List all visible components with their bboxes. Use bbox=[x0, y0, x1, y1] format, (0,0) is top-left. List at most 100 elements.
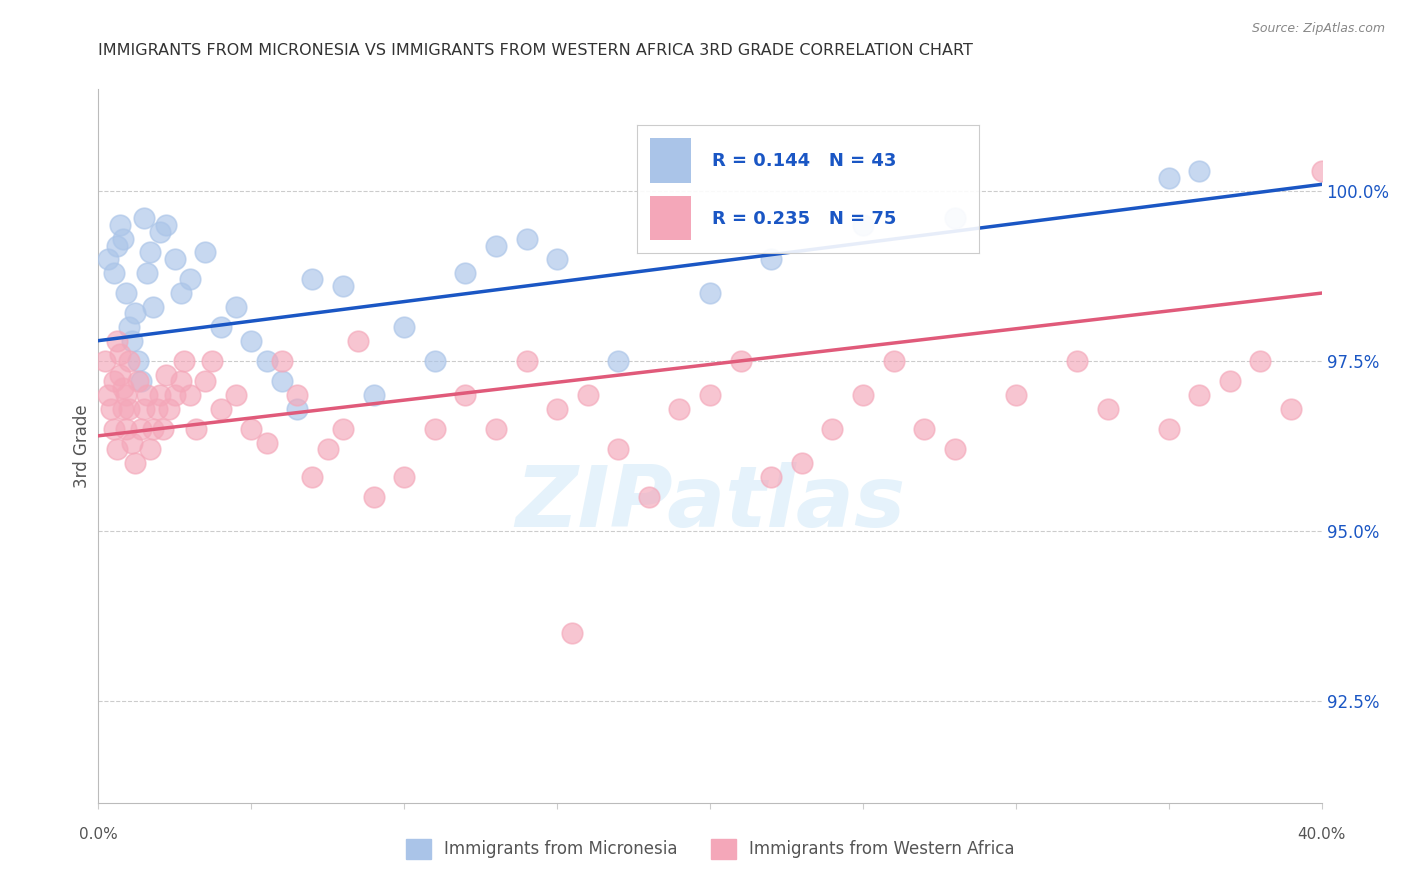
Point bbox=[1157, 170, 1180, 185]
Point bbox=[699, 388, 721, 402]
Point bbox=[668, 401, 690, 416]
Point bbox=[105, 442, 128, 457]
Point bbox=[124, 456, 146, 470]
Point bbox=[256, 435, 278, 450]
Point bbox=[129, 422, 152, 436]
Point bbox=[561, 626, 583, 640]
Point bbox=[301, 272, 323, 286]
Point bbox=[173, 354, 195, 368]
Point bbox=[546, 252, 568, 266]
Point bbox=[118, 354, 141, 368]
Point bbox=[155, 218, 177, 232]
Point bbox=[883, 354, 905, 368]
Text: Source: ZipAtlas.com: Source: ZipAtlas.com bbox=[1251, 22, 1385, 36]
Point bbox=[111, 401, 134, 416]
Point bbox=[316, 442, 339, 457]
Point bbox=[108, 347, 131, 361]
Point bbox=[1188, 388, 1211, 402]
Point bbox=[607, 354, 630, 368]
Point bbox=[240, 334, 263, 348]
Point bbox=[149, 388, 172, 402]
Point bbox=[139, 442, 162, 457]
Point bbox=[1310, 163, 1333, 178]
Text: 0.0%: 0.0% bbox=[79, 827, 118, 841]
Point bbox=[136, 266, 159, 280]
Point bbox=[170, 286, 193, 301]
Point bbox=[157, 401, 180, 416]
Text: ZIPatlas: ZIPatlas bbox=[515, 461, 905, 545]
Point bbox=[821, 422, 844, 436]
Point bbox=[121, 435, 143, 450]
Point bbox=[134, 401, 156, 416]
Point bbox=[115, 422, 138, 436]
Point bbox=[139, 245, 162, 260]
Point bbox=[576, 388, 599, 402]
Point bbox=[1279, 401, 1302, 416]
Point bbox=[301, 469, 323, 483]
Legend: Immigrants from Micronesia, Immigrants from Western Africa: Immigrants from Micronesia, Immigrants f… bbox=[399, 832, 1021, 866]
Point bbox=[209, 320, 232, 334]
Point bbox=[127, 354, 149, 368]
Point bbox=[516, 354, 538, 368]
Point bbox=[454, 266, 477, 280]
Point bbox=[152, 422, 174, 436]
Point bbox=[638, 490, 661, 504]
Point bbox=[270, 354, 294, 368]
Point bbox=[1097, 401, 1119, 416]
Point bbox=[761, 469, 783, 483]
Point bbox=[730, 354, 752, 368]
Point bbox=[145, 401, 167, 416]
Point bbox=[103, 266, 125, 280]
Point bbox=[1188, 163, 1211, 178]
Point bbox=[225, 388, 247, 402]
Point bbox=[115, 286, 138, 301]
Point bbox=[1157, 422, 1180, 436]
Point bbox=[761, 252, 783, 266]
Point bbox=[155, 368, 177, 382]
Point bbox=[124, 306, 146, 320]
Point bbox=[943, 211, 966, 226]
Point bbox=[142, 300, 165, 314]
Point bbox=[1004, 388, 1026, 402]
Point bbox=[194, 375, 217, 389]
Point bbox=[134, 211, 156, 226]
Point bbox=[912, 422, 935, 436]
Point bbox=[111, 232, 134, 246]
Point bbox=[118, 401, 141, 416]
Point bbox=[186, 422, 208, 436]
Point bbox=[363, 388, 385, 402]
Point bbox=[97, 388, 120, 402]
Point bbox=[100, 401, 122, 416]
Point bbox=[852, 218, 875, 232]
Point bbox=[285, 401, 308, 416]
Point bbox=[163, 388, 186, 402]
Text: IMMIGRANTS FROM MICRONESIA VS IMMIGRANTS FROM WESTERN AFRICA 3RD GRADE CORRELATI: IMMIGRANTS FROM MICRONESIA VS IMMIGRANTS… bbox=[98, 43, 973, 58]
Point bbox=[103, 375, 125, 389]
Point bbox=[392, 469, 416, 483]
Point bbox=[1250, 354, 1272, 368]
Point bbox=[363, 490, 385, 504]
Point bbox=[108, 218, 131, 232]
Point bbox=[179, 388, 201, 402]
Point bbox=[142, 422, 165, 436]
Point bbox=[546, 401, 568, 416]
Point bbox=[423, 422, 446, 436]
Point bbox=[347, 334, 370, 348]
Point bbox=[485, 238, 508, 252]
Point bbox=[607, 442, 630, 457]
Point bbox=[170, 375, 193, 389]
Y-axis label: 3rd Grade: 3rd Grade bbox=[73, 404, 91, 488]
Text: 40.0%: 40.0% bbox=[1298, 827, 1346, 841]
Point bbox=[270, 375, 294, 389]
Point bbox=[392, 320, 416, 334]
Point bbox=[105, 334, 128, 348]
Point bbox=[129, 375, 152, 389]
Point bbox=[332, 422, 354, 436]
Point bbox=[699, 286, 721, 301]
Point bbox=[97, 252, 120, 266]
Point bbox=[111, 381, 134, 395]
Point bbox=[423, 354, 446, 368]
Point bbox=[516, 232, 538, 246]
Point bbox=[136, 388, 159, 402]
Point bbox=[1066, 354, 1088, 368]
